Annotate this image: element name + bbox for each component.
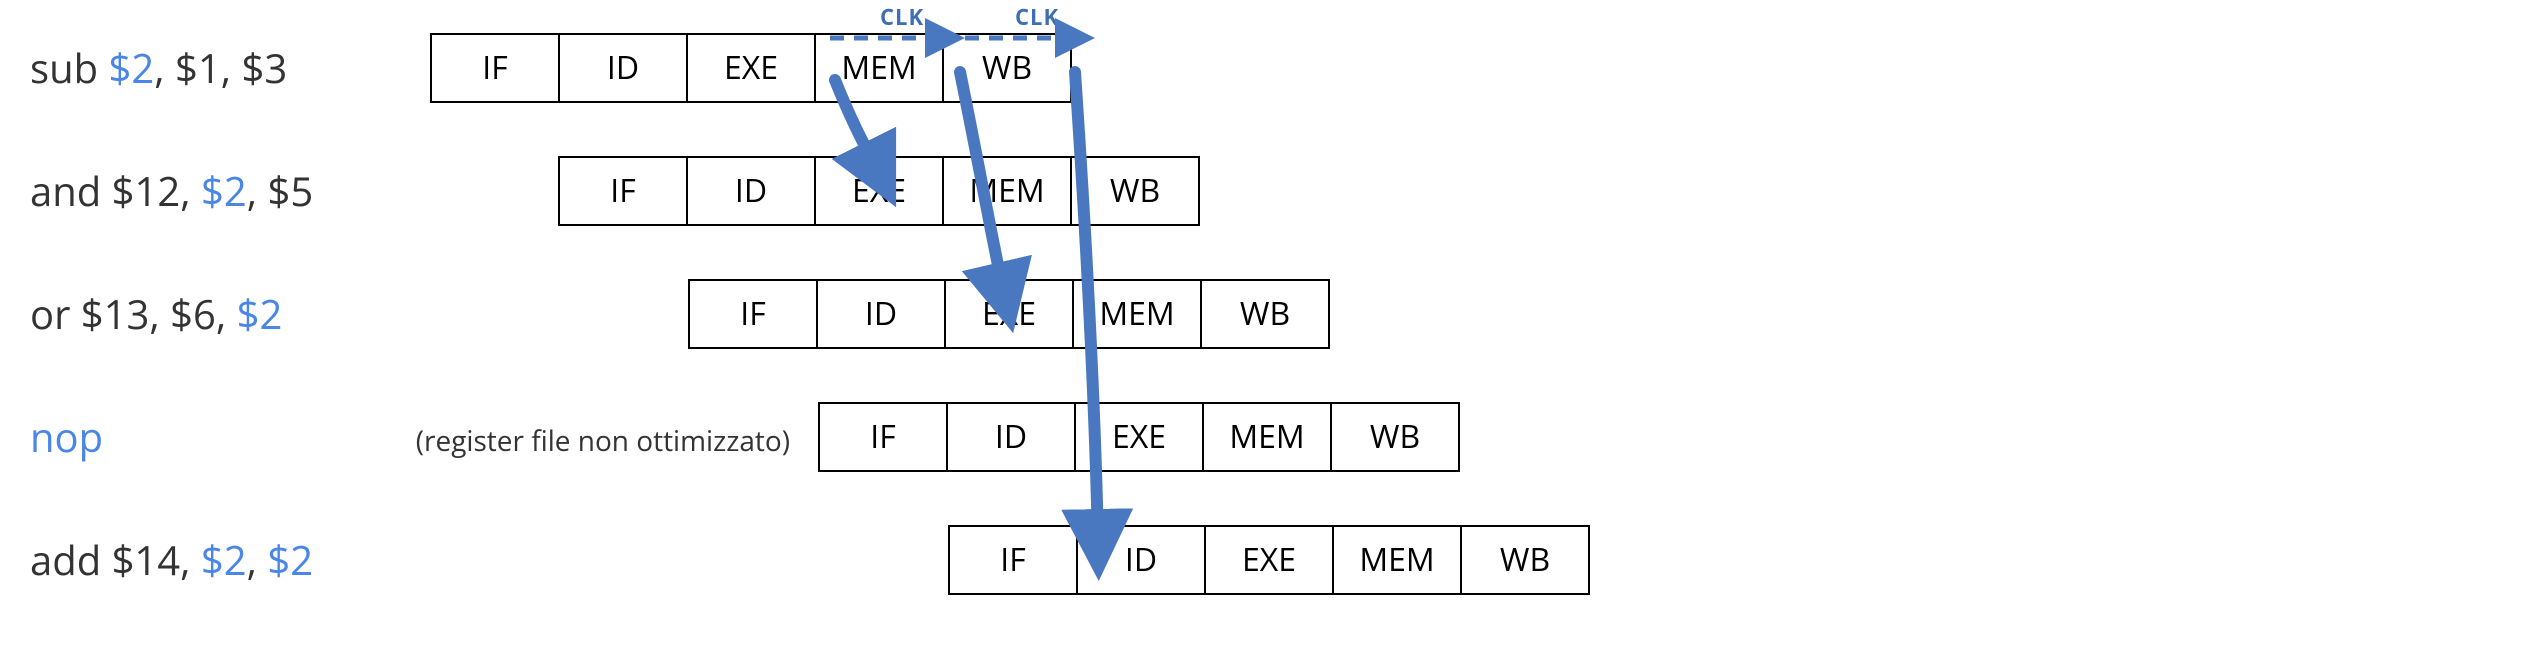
indent-spacer bbox=[430, 525, 560, 595]
pipeline-row: or $13, $6, $2IFIDEXEMEMWB bbox=[30, 266, 2512, 361]
stage-cell-wb: WB bbox=[1460, 525, 1590, 595]
instruction-text: sub $2, $1, $3 bbox=[30, 40, 430, 95]
instruction-register-highlight: $2 bbox=[108, 40, 154, 95]
clk-label-a: CLK bbox=[880, 2, 924, 32]
stage-cell-mem: MEM bbox=[942, 156, 1072, 226]
stage-cell-id: ID bbox=[946, 402, 1076, 472]
instruction-text: nop bbox=[30, 409, 430, 464]
instruction-text: and $12, $2, $5 bbox=[30, 163, 430, 218]
stage-cell-mem: MEM bbox=[1072, 279, 1202, 349]
pipeline-stages: IFIDEXEMEMWB bbox=[430, 525, 1590, 595]
stage-cell-mem: MEM bbox=[1202, 402, 1332, 472]
stage-cell-exe: EXE bbox=[1074, 402, 1204, 472]
stage-cell-exe: EXE bbox=[686, 33, 816, 103]
pipeline-row: add $14, $2, $2IFIDEXEMEMWB bbox=[30, 512, 2512, 607]
pipeline-row: and $12, $2, $5IFIDEXEMEMWB bbox=[30, 143, 2512, 238]
pipeline-stages: IFIDEXEMEMWB bbox=[430, 156, 1200, 226]
indent-spacer bbox=[430, 279, 560, 349]
pipeline-stages: IFIDEXEMEMWB bbox=[430, 279, 1330, 349]
stage-cell-id: ID bbox=[686, 156, 816, 226]
indent-spacer bbox=[560, 525, 690, 595]
indent-spacer bbox=[430, 156, 560, 226]
stage-cell-wb: WB bbox=[1330, 402, 1460, 472]
stage-cell-if: IF bbox=[818, 402, 948, 472]
stage-cell-wb: WB bbox=[1070, 156, 1200, 226]
stage-cell-if: IF bbox=[558, 156, 688, 226]
stage-cell-wb: WB bbox=[1200, 279, 1330, 349]
pipeline-stages: (register file non ottimizzato)IFIDEXEME… bbox=[430, 402, 1460, 472]
stage-cell-if: IF bbox=[430, 33, 560, 103]
pipeline-row: nop(register file non ottimizzato)IFIDEX… bbox=[30, 389, 2512, 484]
stage-cell-wb: WB bbox=[942, 33, 1072, 103]
register-file-note: (register file non ottimizzato) bbox=[416, 422, 790, 460]
stage-cell-if: IF bbox=[948, 525, 1078, 595]
instruction-token: , $1, $3 bbox=[154, 40, 287, 95]
stage-cell-id: ID bbox=[816, 279, 946, 349]
pipeline-row: sub $2, $1, $3IFIDEXEMEMWB bbox=[30, 20, 2512, 115]
stage-cell-id: ID bbox=[558, 33, 688, 103]
indent-spacer bbox=[560, 279, 690, 349]
instruction-register-highlight: $2 bbox=[201, 163, 247, 218]
stage-cell-mem: MEM bbox=[814, 33, 944, 103]
instruction-register-highlight: $2 bbox=[267, 532, 313, 587]
stage-cell-exe: EXE bbox=[814, 156, 944, 226]
instruction-token: , bbox=[247, 532, 268, 587]
instruction-register-highlight: $2 bbox=[237, 286, 283, 341]
pipeline-stages: IFIDEXEMEMWB bbox=[430, 33, 1072, 103]
stage-cell-exe: EXE bbox=[944, 279, 1074, 349]
indent-spacer bbox=[820, 525, 950, 595]
instruction-text: or $13, $6, $2 bbox=[30, 286, 430, 341]
stage-cell-id: ID bbox=[1076, 525, 1206, 595]
stage-cell-mem: MEM bbox=[1332, 525, 1462, 595]
clk-label-b: CLK bbox=[1015, 2, 1059, 32]
stage-cell-if: IF bbox=[688, 279, 818, 349]
instruction-token: , $5 bbox=[247, 163, 313, 218]
instruction-register-highlight: nop bbox=[30, 409, 103, 464]
instruction-token: or $13, $6, bbox=[30, 286, 237, 341]
instruction-register-highlight: $2 bbox=[201, 532, 247, 587]
stage-cell-exe: EXE bbox=[1204, 525, 1334, 595]
instruction-text: add $14, $2, $2 bbox=[30, 532, 430, 587]
instruction-token: and $12, bbox=[30, 163, 201, 218]
indent-spacer bbox=[690, 525, 820, 595]
instruction-token: sub bbox=[30, 40, 108, 95]
instruction-token: add $14, bbox=[30, 532, 201, 587]
